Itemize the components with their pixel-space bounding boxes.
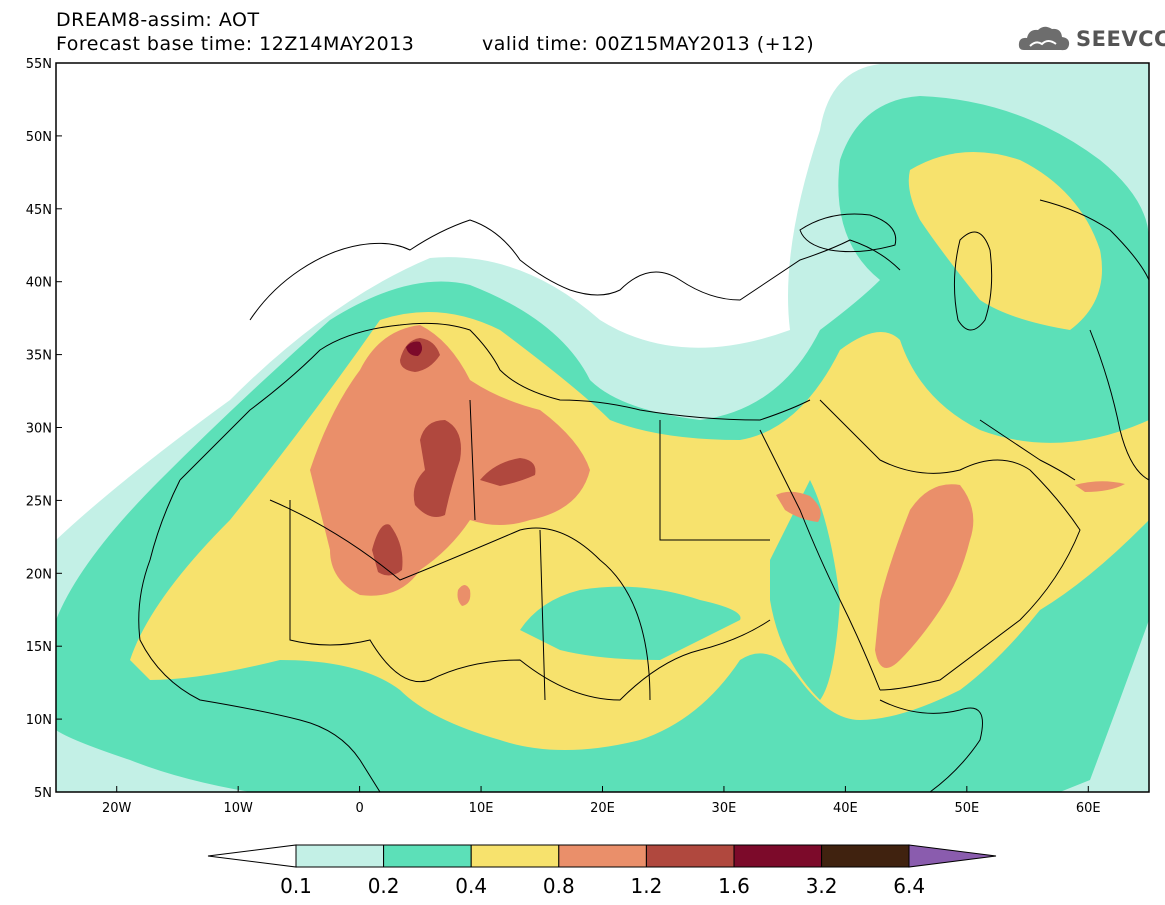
lat-ticks: 55N 50N 45N 40N 35N 30N 25N 20N 15N 10N 5N <box>26 57 62 801</box>
lat-tick-label: 5N <box>34 786 52 801</box>
colorbar-lower-triangle <box>207 844 297 868</box>
colorbar-upper-triangle <box>908 844 997 868</box>
caspian-coast <box>953 231 993 331</box>
colorbar-swatch <box>733 844 823 868</box>
colorbar-swatch <box>295 844 385 868</box>
cloud-icon <box>1018 26 1070 51</box>
aot-contour-0-4-caspian <box>908 152 1102 330</box>
forecast-base-time: Forecast base time: 12Z14MAY2013 <box>56 33 415 55</box>
aot-contour-0-8-arabia <box>875 484 974 668</box>
persian-gulf-coast <box>979 419 1076 481</box>
sahara-border-1 <box>269 499 651 701</box>
colorbar-label: 1.2 <box>630 874 662 898</box>
redsea-coast <box>759 429 881 691</box>
aot-contour-0-8-small <box>457 585 471 606</box>
colorbar-label: 3.2 <box>806 874 838 898</box>
colorbar-label: 0.1 <box>280 874 312 898</box>
lon-tick-label: 10E <box>469 801 494 816</box>
colorbar-swatch <box>383 844 472 868</box>
lon-tick-label: 60E <box>1076 801 1101 816</box>
europe-coast <box>249 219 901 321</box>
aot-contour-1-2-c <box>480 458 536 486</box>
aot-contour-1-6 <box>406 341 423 356</box>
aot-contour-1-2-d <box>372 524 403 576</box>
aot-contours <box>56 64 1149 792</box>
aot-contour-0-2-sahel <box>520 586 741 660</box>
colorbar-swatch <box>645 844 735 868</box>
lon-tick-label: 50E <box>954 801 979 816</box>
colorbar-label: 0.4 <box>455 874 487 898</box>
seevccc-logo <box>1016 20 1156 60</box>
aot-contour-0-2-nile <box>770 480 840 700</box>
aot-contour-1-2-b <box>413 420 461 518</box>
asia-border-1 <box>1039 199 1149 281</box>
arabia-coast <box>819 399 1081 691</box>
lon-tick-label: 20W <box>102 801 132 816</box>
lon-ticks: 20W 10W 0 10E 20E 30E 40E 50E 60E <box>102 786 1101 816</box>
valid-time: valid time: 00Z15MAY2013 (+12) <box>482 33 815 55</box>
colorbar: 0.1 0.2 0.4 0.8 1.2 1.6 3.2 6.4 <box>207 844 997 898</box>
lon-tick-label: 40E <box>833 801 858 816</box>
lon-tick-label: 30E <box>712 801 737 816</box>
aot-contour-0-8-gulf <box>1075 481 1125 492</box>
lon-tick-label: 20E <box>590 801 615 816</box>
logo-text: SEEVCCC <box>1076 27 1165 51</box>
lat-tick-label: 55N <box>26 57 52 72</box>
colorbar-label: 1.6 <box>718 874 750 898</box>
lat-tick-label: 35N <box>26 349 52 364</box>
colorbar-swatch <box>821 844 910 868</box>
lon-tick-label: 10W <box>223 801 253 816</box>
colorbar-label: 0.8 <box>543 874 575 898</box>
lat-tick-label: 10N <box>26 713 52 728</box>
sahel-border <box>289 500 771 701</box>
lat-tick-label: 25N <box>26 494 52 509</box>
colorbar-swatch <box>558 844 647 868</box>
lat-tick-label: 40N <box>26 276 52 291</box>
lat-tick-label: 45N <box>26 203 52 218</box>
colorbar-swatch <box>470 844 560 868</box>
lat-tick-label: 50N <box>26 130 52 145</box>
africa-north-coast <box>179 322 811 481</box>
coastlines <box>138 199 1149 792</box>
sahara-border-2 <box>469 399 770 701</box>
lat-tick-label: 20N <box>26 567 52 582</box>
asia-border-2 <box>1089 329 1149 481</box>
horn-africa-coast <box>879 699 983 792</box>
lat-tick-label: 15N <box>26 640 52 655</box>
colorbar-label: 6.4 <box>893 874 925 898</box>
map-title: DREAM8-assim: AOT <box>56 9 260 31</box>
colorbar-label: 0.2 <box>368 874 400 898</box>
black-sea-coast <box>799 213 897 253</box>
lat-tick-label: 30N <box>26 422 52 437</box>
lon-tick-label: 0 <box>355 801 363 816</box>
africa-west-coast <box>138 479 381 792</box>
